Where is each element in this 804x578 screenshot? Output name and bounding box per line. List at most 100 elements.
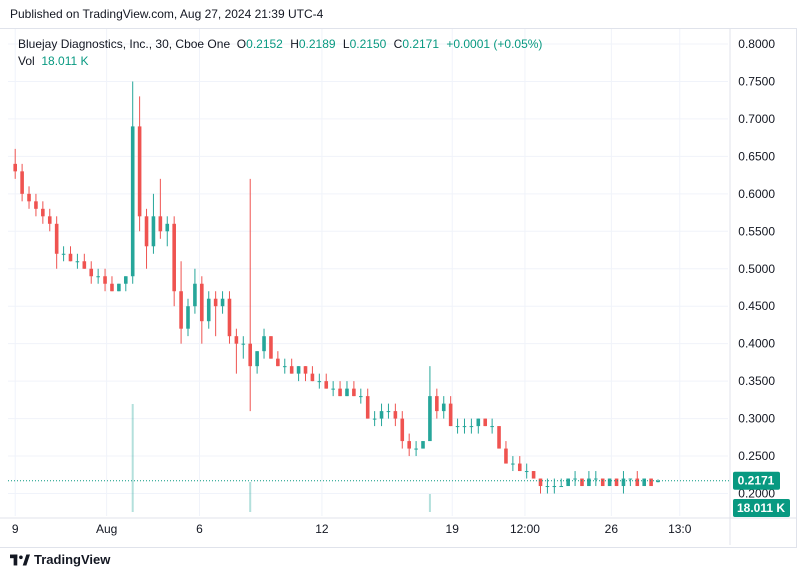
current-price-label: 0.2171	[738, 474, 775, 488]
candle-body	[642, 478, 646, 487]
chart-legend: Bluejay Diagnostics, Inc., 30, Cboe One …	[18, 36, 542, 70]
candle-body	[511, 463, 515, 465]
current-volume-label: 18.011 K	[737, 501, 785, 515]
y-tick-label: 0.3500	[738, 374, 775, 388]
volume-bar	[131, 404, 134, 512]
legend-vol-value: 18.011 K	[41, 54, 89, 68]
candle-body	[379, 411, 384, 419]
candle-body	[220, 298, 225, 307]
x-tick-label: 9	[12, 522, 19, 536]
candle-body	[635, 478, 640, 487]
candle-body	[324, 381, 329, 389]
x-tick-label: Aug	[96, 522, 117, 536]
volume-bar	[249, 482, 252, 512]
candle-body	[61, 253, 66, 255]
candle-body	[628, 478, 633, 480]
candle-body	[130, 126, 135, 277]
candle-body	[241, 343, 246, 345]
candle-body	[614, 478, 619, 487]
legend-vol-label: Vol	[18, 54, 35, 68]
candle-body	[483, 418, 488, 427]
candle-body	[123, 276, 128, 284]
candle-body	[587, 478, 591, 487]
y-tick-label: 0.7500	[738, 74, 775, 88]
candle-body	[179, 291, 183, 329]
candle-body	[545, 486, 550, 488]
candle-body	[227, 298, 232, 337]
candle-body	[497, 426, 501, 449]
candle-body	[345, 388, 349, 397]
candle-body	[580, 478, 584, 487]
y-tick-label: 0.4500	[738, 299, 775, 313]
candle-body	[200, 283, 204, 322]
y-tick-label: 0.4000	[738, 337, 775, 351]
candle-body	[372, 418, 377, 420]
y-tick-label: 0.3000	[738, 412, 775, 426]
candle-body	[386, 411, 391, 413]
candle-body	[276, 358, 280, 367]
candle-body	[538, 478, 543, 487]
current-volume-tag	[733, 499, 790, 517]
x-tick-label: 26	[605, 522, 619, 536]
legend-open-label: O	[236, 37, 247, 51]
candle-body	[448, 403, 453, 427]
candle-body	[13, 163, 17, 172]
candle-body	[68, 253, 73, 262]
candle-body	[96, 276, 100, 278]
candle-body	[656, 480, 660, 483]
candle-body	[41, 208, 45, 217]
candle-body	[117, 283, 121, 292]
y-tick-label: 0.6000	[738, 187, 775, 201]
x-tick-label: 19	[446, 522, 460, 536]
candle-body	[317, 381, 322, 383]
candle-body	[54, 223, 59, 254]
candle-body	[594, 478, 598, 480]
legend-volume-row: Vol 18.011 K	[18, 53, 542, 70]
candle-body	[414, 448, 418, 450]
candle-body	[165, 223, 170, 232]
candle-body	[206, 298, 211, 322]
candle-body	[504, 448, 508, 464]
candle-body	[407, 441, 411, 449]
legend-ohlc-row: Bluejay Diagnostics, Inc., 30, Cboe One …	[18, 36, 542, 53]
legend-open-value: 0.2152	[246, 37, 283, 51]
candle-body	[47, 216, 52, 224]
candle-body	[303, 366, 308, 374]
candle-body	[462, 426, 467, 428]
x-tick-label: 13:0	[668, 522, 692, 536]
tradingview-brand[interactable]: TradingView	[10, 552, 110, 567]
y-tick-label: 0.5000	[738, 262, 775, 276]
legend-close-label: C	[393, 37, 403, 51]
candle-body	[559, 486, 564, 488]
candle-body	[352, 388, 356, 397]
candle-body	[421, 441, 425, 449]
published-caption: Published on TradingView.com, Aug 27, 20…	[10, 7, 324, 21]
candle-body	[75, 261, 80, 263]
candle-body	[517, 463, 522, 472]
candle-body	[476, 418, 481, 427]
candle-body	[34, 201, 38, 209]
legend-symbol: Bluejay Diagnostics, Inc., 30, Cboe One	[18, 37, 231, 51]
candle-body	[234, 336, 239, 344]
candle-body	[490, 426, 494, 428]
y-tick-label: 0.2000	[738, 487, 775, 501]
candle-body	[255, 351, 259, 367]
candle-body	[186, 306, 190, 329]
tradingview-brand-label: TradingView	[34, 552, 111, 567]
y-tick-label: 0.2500	[738, 449, 775, 463]
candle-body	[621, 478, 626, 487]
candle-body	[89, 268, 94, 277]
y-tick-label: 0.5500	[738, 224, 775, 238]
candle-body	[144, 216, 149, 247]
tradingview-logo-icon	[10, 554, 30, 565]
candle-body	[27, 193, 31, 202]
candle-body	[282, 366, 287, 368]
candle-body	[524, 471, 529, 473]
legend-high-label: H	[290, 37, 299, 51]
x-tick-label: 6	[196, 522, 203, 536]
candle-body	[310, 373, 315, 382]
candle-body	[103, 276, 107, 284]
candle-body	[296, 366, 301, 374]
candle-body	[435, 396, 439, 412]
